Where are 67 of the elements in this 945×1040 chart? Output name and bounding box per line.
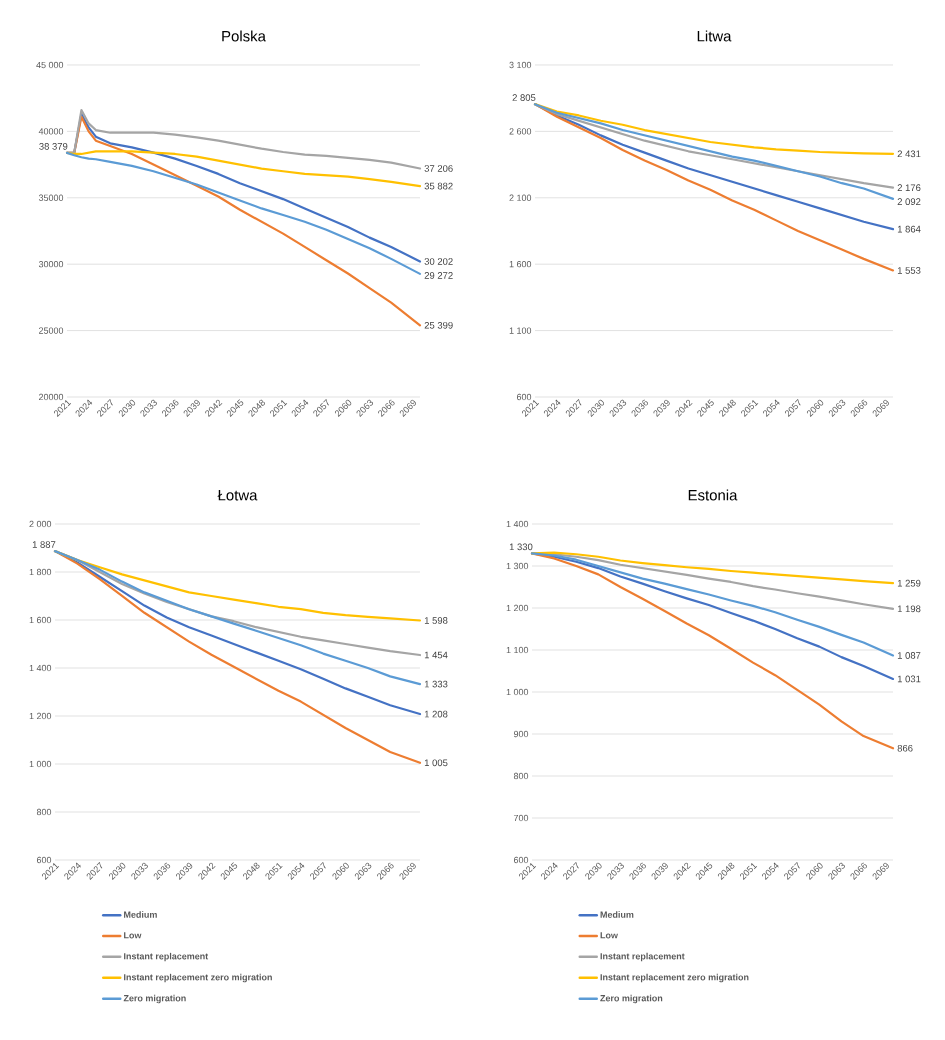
y-tick-label: 1 200 (29, 712, 52, 720)
data-label: 30 202 (424, 258, 453, 265)
data-label: 29 272 (424, 272, 453, 279)
legend-label: Zero migration (600, 994, 663, 1004)
data-label: 38 379 (39, 143, 68, 150)
y-tick-label: 1 300 (506, 562, 529, 570)
y-tick-label: 3 100 (509, 61, 532, 69)
data-label: 37 206 (424, 165, 453, 172)
y-tick-label: 1 400 (29, 664, 52, 672)
y-tick-label: 800 (513, 772, 529, 780)
legend-label: Instant replacement zero migration (124, 973, 272, 983)
y-tick-label: 1 100 (506, 646, 529, 654)
y-tick-label: 600 (36, 856, 52, 864)
y-tick-label: 20000 (39, 393, 64, 401)
chart-title: Polska (222, 30, 266, 42)
y-tick-label: 700 (513, 814, 529, 822)
data-label: 1 330 (509, 543, 533, 551)
y-tick-label: 600 (513, 856, 529, 864)
legend-label: Zero migration (123, 994, 186, 1004)
y-tick-label: 25000 (39, 327, 64, 334)
chart-title: Estonia (688, 489, 738, 501)
data-label: 1 598 (424, 617, 448, 624)
data-label: 1 031 (897, 675, 921, 683)
y-tick-label: 30000 (38, 261, 64, 268)
y-tick-label: 1 600 (509, 261, 532, 268)
data-label: 1 259 (897, 579, 921, 587)
legend-label: Low (600, 932, 618, 939)
data-label: 1 005 (424, 759, 448, 767)
y-tick-label: 2 600 (509, 128, 532, 135)
y-tick-label: 1 800 (29, 568, 52, 576)
data-label: 35 882 (424, 182, 453, 190)
chart-title: Litwa (697, 30, 732, 42)
y-tick-label: 1 200 (506, 604, 529, 612)
legend-label: Medium (124, 911, 157, 918)
y-tick-label: 40000 (38, 128, 64, 135)
y-tick-label: 1 400 (506, 520, 529, 528)
y-tick-label: 35000 (38, 194, 64, 201)
legend-label: Instant replacement zero migration (600, 973, 749, 983)
y-tick-label: 2 100 (509, 194, 532, 201)
data-label: 1 087 (897, 652, 921, 659)
y-tick-label: 2 000 (29, 520, 52, 528)
data-label: 1 553 (897, 267, 921, 274)
y-tick-label: 600 (516, 393, 532, 401)
data-label: 866 (897, 744, 913, 752)
data-label: 2 805 (512, 94, 536, 101)
legend-label: Instant replacement (600, 952, 685, 962)
data-label: 1 208 (424, 710, 448, 718)
y-tick-label: 900 (513, 730, 529, 738)
data-label: 1 887 (32, 541, 56, 548)
data-label: 1 454 (424, 651, 448, 659)
legend-label: Low (124, 932, 142, 939)
data-label: 25 399 (424, 321, 453, 329)
data-label: 2 092 (897, 198, 921, 205)
data-label: 2 431 (897, 150, 921, 158)
data-label: 1 333 (424, 680, 448, 688)
legend-label: Medium (600, 911, 634, 918)
y-tick-label: 800 (36, 808, 52, 816)
data-label: 2 176 (897, 184, 921, 192)
y-tick-label: 1 000 (506, 688, 529, 696)
chart-title: Łotwa (217, 490, 258, 501)
legend-label: Instant replacement (124, 952, 209, 962)
y-tick-label: 1 100 (509, 327, 532, 334)
data-label: 1 198 (897, 605, 921, 613)
y-tick-label: 1 600 (29, 616, 52, 624)
y-tick-label: 45 000 (36, 61, 64, 69)
data-label: 1 864 (897, 225, 921, 233)
y-tick-label: 1 000 (29, 760, 52, 768)
